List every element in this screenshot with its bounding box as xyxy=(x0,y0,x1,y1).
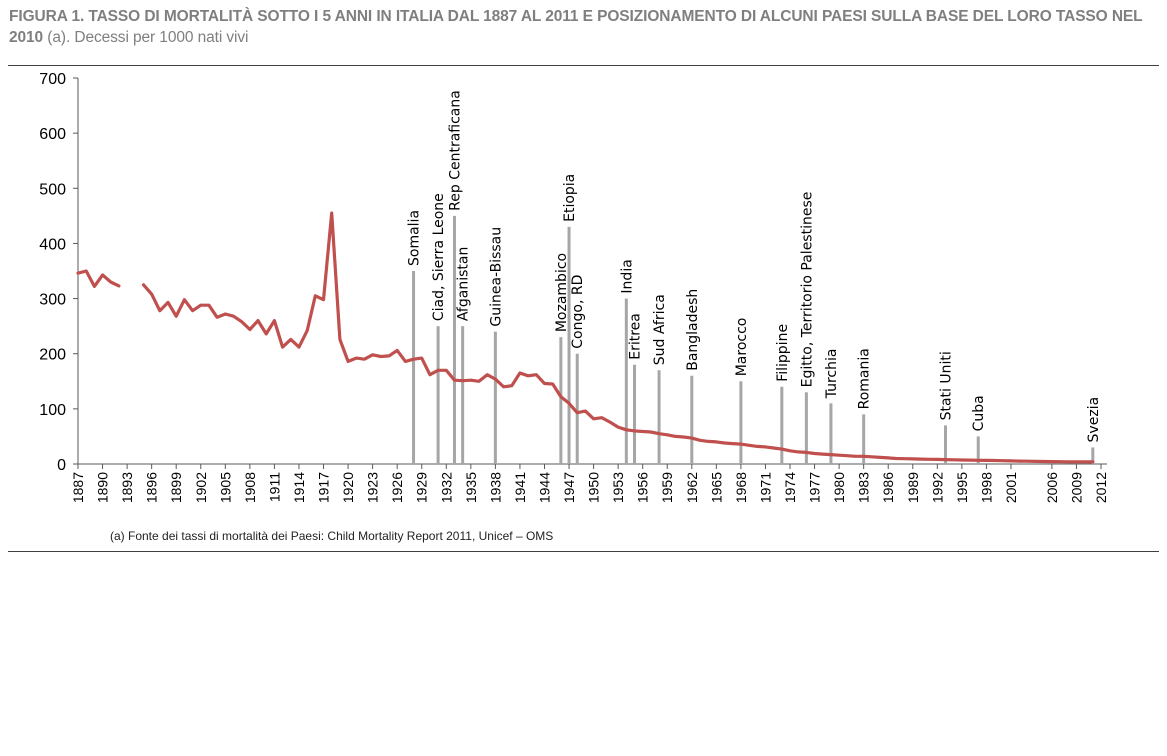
figure-title-main: FIGURA 1. TASSO DI MORTALITÀ SOTTO I 5 A… xyxy=(9,8,1143,46)
x-tick-label: 2001 xyxy=(1003,472,1019,503)
x-tick-label: 1908 xyxy=(242,472,258,503)
footnote: (a) Fonte dei tassi di mortalità dei Pae… xyxy=(110,529,554,543)
x-tick-label: 1902 xyxy=(193,472,209,503)
x-tick-label: 1905 xyxy=(217,472,233,503)
country-bar xyxy=(452,215,456,464)
y-tick-label: 200 xyxy=(39,347,66,364)
x-tick-label: 1980 xyxy=(831,472,847,503)
country-bar xyxy=(976,436,980,464)
country-label: Egitto, Territorio Palestinese xyxy=(799,192,815,388)
x-tick-label: 1935 xyxy=(463,472,479,503)
x-tick-label: 1992 xyxy=(929,472,945,503)
x-tick-label: 1941 xyxy=(512,472,528,503)
country-label: Congo, RD xyxy=(570,275,586,349)
y-tick-label: 600 xyxy=(39,126,66,143)
x-tick-label: 1962 xyxy=(684,472,700,503)
x-tick-label: 1986 xyxy=(880,472,896,503)
country-bar xyxy=(1091,447,1095,464)
x-tick-label: 2009 xyxy=(1068,472,1084,503)
x-tick-label: 1983 xyxy=(856,472,872,503)
x-tick-label: 1920 xyxy=(340,472,356,503)
country-bar xyxy=(436,326,440,464)
top-rule xyxy=(8,65,1159,66)
x-tick-label: 1899 xyxy=(168,472,184,503)
country-label: Guinea-Bissau xyxy=(488,227,504,327)
x-tick-label: 1998 xyxy=(978,472,994,503)
x-tick-label: 1971 xyxy=(757,472,773,503)
x-tick-label: 1923 xyxy=(365,472,381,503)
x-tick-label: 1914 xyxy=(291,472,307,503)
country-bar xyxy=(780,386,784,464)
x-tick-label: 1989 xyxy=(905,472,921,503)
country-label: Mozambico xyxy=(554,253,570,332)
y-tick-label: 300 xyxy=(39,292,66,309)
x-tick-label: 1911 xyxy=(266,472,282,502)
country-bar xyxy=(633,364,637,464)
country-label: Afganistan xyxy=(456,247,472,321)
country-bar xyxy=(944,425,948,464)
x-tick-label: 1890 xyxy=(95,472,111,503)
country-label: Cuba xyxy=(971,395,987,431)
country-bar xyxy=(567,226,571,464)
x-tick-label: 1944 xyxy=(536,472,552,503)
country-label: Etiopia xyxy=(562,174,578,222)
figure-title: FIGURA 1. TASSO DI MORTALITÀ SOTTO I 5 A… xyxy=(9,6,1159,48)
country-bar xyxy=(862,414,866,464)
x-tick-label: 1917 xyxy=(316,472,332,503)
country-label: Eritrea xyxy=(628,313,644,360)
x-tick-label: 2006 xyxy=(1044,472,1060,503)
x-tick-label: 1929 xyxy=(414,472,430,503)
country-bar xyxy=(624,298,628,464)
x-tick-label: 1926 xyxy=(389,472,405,503)
country-label: Somalia xyxy=(407,210,423,266)
x-tick-label: 1938 xyxy=(487,472,503,503)
bottom-rule xyxy=(8,551,1159,552)
x-tick-label: 1947 xyxy=(561,472,577,503)
country-label: Romania xyxy=(857,348,873,409)
country-label: Turchia xyxy=(824,349,840,400)
x-tick-label: 1953 xyxy=(610,472,626,503)
x-tick-label: 1977 xyxy=(807,472,823,503)
x-tick-label: 1932 xyxy=(438,472,454,503)
y-tick-label: 100 xyxy=(39,402,66,419)
x-tick-label: 1887 xyxy=(70,472,86,503)
country-label: Stati Uniti xyxy=(939,351,955,420)
x-tick-label: 1956 xyxy=(635,472,651,503)
country-bar xyxy=(657,370,661,464)
country-label: Ciad, Sierra Leone xyxy=(431,193,447,321)
country-label: Bangladesh xyxy=(685,289,701,371)
country-bar xyxy=(412,271,416,464)
y-tick-label: 400 xyxy=(39,236,66,253)
x-tick-label: 1995 xyxy=(954,472,970,503)
country-bar xyxy=(493,331,497,464)
mortality-chart: 0 100 200 300 400 500 600 700 1887 1890 1893 1896 18… xyxy=(39,71,1109,503)
mortality-line xyxy=(141,211,1095,464)
x-tick-label: 1950 xyxy=(586,472,602,503)
x-tick-label: 1893 xyxy=(119,472,135,503)
country-bar xyxy=(575,353,579,464)
x-tick-label: 1896 xyxy=(144,472,160,503)
country-label: India xyxy=(619,259,635,293)
y-tick-label: 700 xyxy=(39,71,66,88)
country-bar xyxy=(559,337,563,464)
country-label: Sud Africa xyxy=(652,294,668,365)
country-label: Marocco xyxy=(734,318,750,377)
country-bar xyxy=(739,381,743,464)
country-label: Filippine xyxy=(775,324,791,382)
x-tick-label: 2012 xyxy=(1093,472,1109,503)
mortality-line xyxy=(76,269,121,288)
y-tick-label: 500 xyxy=(39,181,66,198)
x-tick-label: 1974 xyxy=(782,472,798,503)
country-bar xyxy=(690,375,694,464)
country-label: Svezia xyxy=(1086,397,1102,443)
country-bar xyxy=(461,326,465,464)
x-tick-label: 1959 xyxy=(659,472,675,503)
country-bar xyxy=(804,392,808,464)
x-tick-label: 1965 xyxy=(708,472,724,503)
figure-title-units: (a). Decessi per 1000 nati vivi xyxy=(43,29,249,46)
country-bar xyxy=(829,403,833,464)
x-tick-label: 1968 xyxy=(733,472,749,503)
y-tick-label: 0 xyxy=(57,457,66,474)
country-label: Rep Centraficana xyxy=(447,90,463,211)
